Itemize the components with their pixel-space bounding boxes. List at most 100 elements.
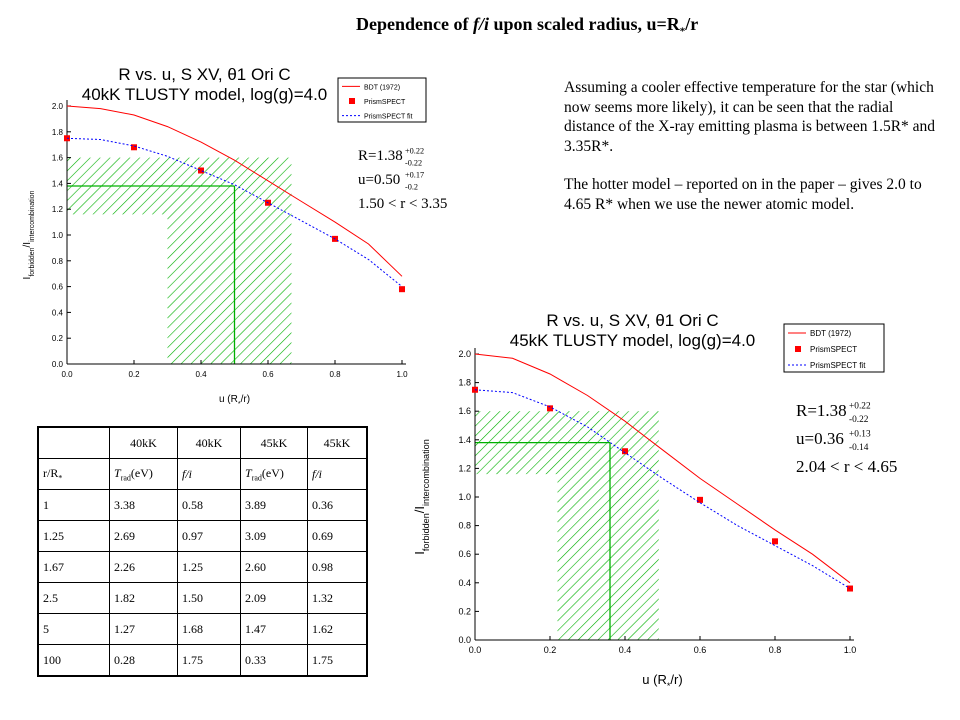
table-cell: 45kK <box>307 426 368 459</box>
annotation-minus: -0.2 <box>405 182 418 191</box>
y-tick-label: 1.2 <box>52 205 64 214</box>
annotation-range: 2.04 < r < 4.65 <box>796 457 897 476</box>
annotation-plus: +0.22 <box>849 401 871 411</box>
table-cell: 3.38 <box>109 489 178 521</box>
x-tick-label: 0.8 <box>769 645 782 655</box>
annotation-value: u=0.50 <box>358 172 400 188</box>
bdt-line <box>474 353 851 584</box>
y-tick-label: 1.8 <box>52 128 64 137</box>
legend-marker <box>349 98 355 104</box>
x-tick-label: 0.0 <box>61 370 73 379</box>
table-cell: 0.28 <box>109 644 178 677</box>
table-cell: 1.47 <box>240 613 308 645</box>
legend: BDT (1972) PrismSPECT PrismSPECT fit <box>337 77 427 123</box>
fit-annotation: R=1.38 +0.22 -0.22 u=0.50 +0.17 -0.2 1.50 < r … <box>358 146 447 212</box>
y-axis-label: Iforbidden/Iintercombination <box>22 190 36 279</box>
table-cell: 1.32 <box>307 582 368 614</box>
table-cell: 2.26 <box>109 551 178 583</box>
explanation-text: Assuming a cooler effective temperature … <box>564 78 944 234</box>
table-cell: Trad(eV) <box>240 458 308 490</box>
y-tick-label: 0.8 <box>52 257 64 266</box>
chart-subtitle: 40kK TLUSTY model, log(g)=4.0 <box>82 85 328 104</box>
legend-marker <box>795 346 801 352</box>
x-tick-label: 0.8 <box>329 370 341 379</box>
table-cell: 0.36 <box>307 489 368 521</box>
table-cell: 0.58 <box>177 489 241 521</box>
prism-point <box>64 135 70 142</box>
annotation-plus: +0.17 <box>405 170 424 179</box>
x-tick-label: 1.0 <box>396 370 408 379</box>
explanation-para-1: Assuming a cooler effective temperature … <box>564 79 936 155</box>
x-tick-label: 0.6 <box>694 645 707 655</box>
y-tick-label: 1.2 <box>458 463 471 473</box>
x-tick-label: 0.2 <box>128 370 140 379</box>
table-cell: 1.62 <box>307 613 368 645</box>
y-axis-label: Iforbidden/Iintercombination <box>412 439 431 555</box>
legend: BDT (1972) PrismSPECT PrismSPECT fit <box>783 323 885 373</box>
legend-label: PrismSPECT <box>364 99 406 106</box>
table-header-row-columns: r/R* Trad(eV) f/i Trad(eV) f/i <box>37 458 368 490</box>
table-row: 5 1.27 1.68 1.47 1.62 <box>37 613 368 645</box>
y-tick-label: 0.8 <box>458 521 471 531</box>
prism-point <box>399 286 405 293</box>
y-tick-label: 0.2 <box>458 606 471 616</box>
table-cell: 3.09 <box>240 520 308 552</box>
table-row: 1.67 2.26 1.25 2.60 0.98 <box>37 551 368 583</box>
prism-point <box>622 448 628 455</box>
chart-title: R vs. u, S XV, θ1 Ori C <box>118 65 290 84</box>
fit-annotation: R=1.38 +0.22 -0.22 u=0.36 +0.13 -0.14 2.04 < r… <box>796 401 897 476</box>
prism-point <box>772 538 778 545</box>
hatch-band-vertical <box>557 411 659 640</box>
x-tick-label: 0.2 <box>544 645 557 655</box>
y-tick-label: 1.0 <box>458 492 471 502</box>
annotation-plus: +0.13 <box>849 429 871 439</box>
prism-point <box>472 386 478 393</box>
table-cell: 1 <box>37 489 110 521</box>
table-cell: 5 <box>37 613 110 645</box>
table-cell: 1.75 <box>307 644 368 677</box>
annotation-range: 1.50 < r < 3.35 <box>358 196 447 212</box>
table-cell: 2.09 <box>240 582 308 614</box>
table-cell: Trad(eV) <box>109 458 178 490</box>
x-axis-label: u (R*/r) <box>642 672 682 691</box>
table-cell: 1.82 <box>109 582 178 614</box>
prism-point <box>547 405 553 412</box>
x-tick-label: 0.4 <box>619 645 632 655</box>
x-tick-label: 1.0 <box>844 645 857 655</box>
table-cell: f/i <box>307 458 368 490</box>
table-row: 1 3.38 0.58 3.89 0.36 <box>37 489 368 521</box>
table-cell: 0.98 <box>307 551 368 583</box>
table-cell: f/i <box>177 458 241 490</box>
table-cell: 1.50 <box>177 582 241 614</box>
legend-label: BDT (1972) <box>810 329 852 338</box>
y-tick-label: 1.4 <box>458 435 471 445</box>
annotation-value: R=1.38 <box>358 148 403 164</box>
annotation-plus: +0.22 <box>405 146 424 155</box>
fit-line <box>66 137 403 287</box>
table-cell: 40kK <box>109 426 178 459</box>
ratio-table: 40kK 40kK 45kK 45kK r/R* Trad(eV) f/i Trad(eV) f… <box>37 426 368 677</box>
fit-line <box>474 389 851 589</box>
annotation-minus: -0.22 <box>849 415 869 425</box>
legend-label: PrismSPECT <box>810 345 857 354</box>
table-cell: 1.27 <box>109 613 178 645</box>
annotation-minus: -0.22 <box>405 158 422 167</box>
y-tick-label: 1.6 <box>458 406 471 416</box>
table-header-row-temps: 40kK 40kK 45kK 45kK <box>37 426 368 459</box>
x-tick-label: 0.0 <box>469 645 482 655</box>
table-cell: 40kK <box>177 426 241 459</box>
y-tick-label: 0.4 <box>52 308 64 317</box>
y-tick-label: 0.4 <box>458 578 471 588</box>
table-cell: 2.5 <box>37 582 110 614</box>
y-tick-label: 1.8 <box>458 378 471 388</box>
table-cell: 45kK <box>240 426 308 459</box>
table-cell: 0.33 <box>240 644 308 677</box>
y-tick-label: 1.0 <box>52 231 64 240</box>
explanation-para-2: The hotter model – reported on in the pa… <box>564 176 922 213</box>
annotation-minus: -0.14 <box>849 443 869 453</box>
x-tick-label: 0.6 <box>262 370 274 379</box>
table-cell <box>37 426 110 459</box>
table-cell: 1.67 <box>37 551 110 583</box>
